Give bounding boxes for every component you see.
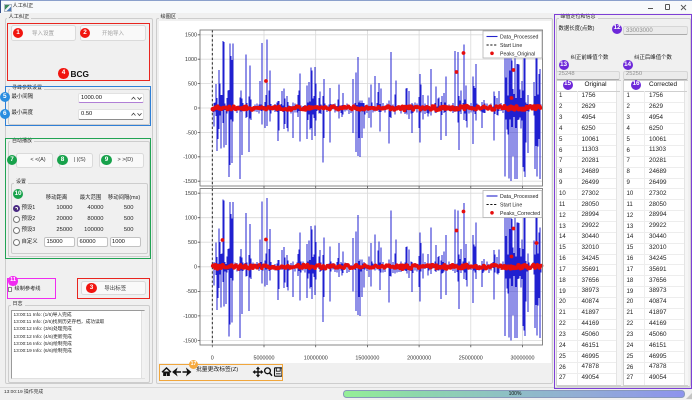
svg-text:-1500: -1500 [183, 338, 197, 344]
svg-text:10000000: 10000000 [303, 356, 327, 362]
svg-text:-500: -500 [186, 289, 197, 295]
svg-text:Data_Processed: Data_Processed [500, 35, 538, 41]
svg-text:Start Line: Start Line [500, 203, 522, 209]
svg-text:30000000: 30000000 [510, 356, 534, 362]
svg-text:Start Line: Start Line [500, 43, 522, 49]
svg-text:25000000: 25000000 [458, 356, 482, 362]
svg-text:1500: 1500 [185, 33, 197, 39]
svg-text:-500: -500 [186, 130, 197, 136]
svg-text:0: 0 [194, 106, 197, 112]
svg-text:-1500: -1500 [183, 179, 197, 185]
svg-text:1000: 1000 [185, 216, 197, 222]
svg-text:20000000: 20000000 [407, 356, 431, 362]
svg-text:Data_Processed: Data_Processed [500, 194, 538, 200]
svg-text:500: 500 [188, 240, 197, 246]
svg-text:1000: 1000 [185, 57, 197, 63]
svg-text:0: 0 [210, 356, 213, 362]
svg-text:500: 500 [188, 82, 197, 88]
svg-text:0: 0 [194, 265, 197, 271]
svg-text:15000000: 15000000 [355, 356, 379, 362]
svg-text:5000000: 5000000 [253, 356, 274, 362]
svg-text:1500: 1500 [185, 191, 197, 197]
svg-text:Peaks_Original: Peaks_Original [500, 51, 535, 57]
svg-text:-1000: -1000 [183, 314, 197, 320]
svg-text:-1000: -1000 [183, 155, 197, 161]
svg-text:Peaks_Corrected: Peaks_Corrected [500, 211, 540, 217]
